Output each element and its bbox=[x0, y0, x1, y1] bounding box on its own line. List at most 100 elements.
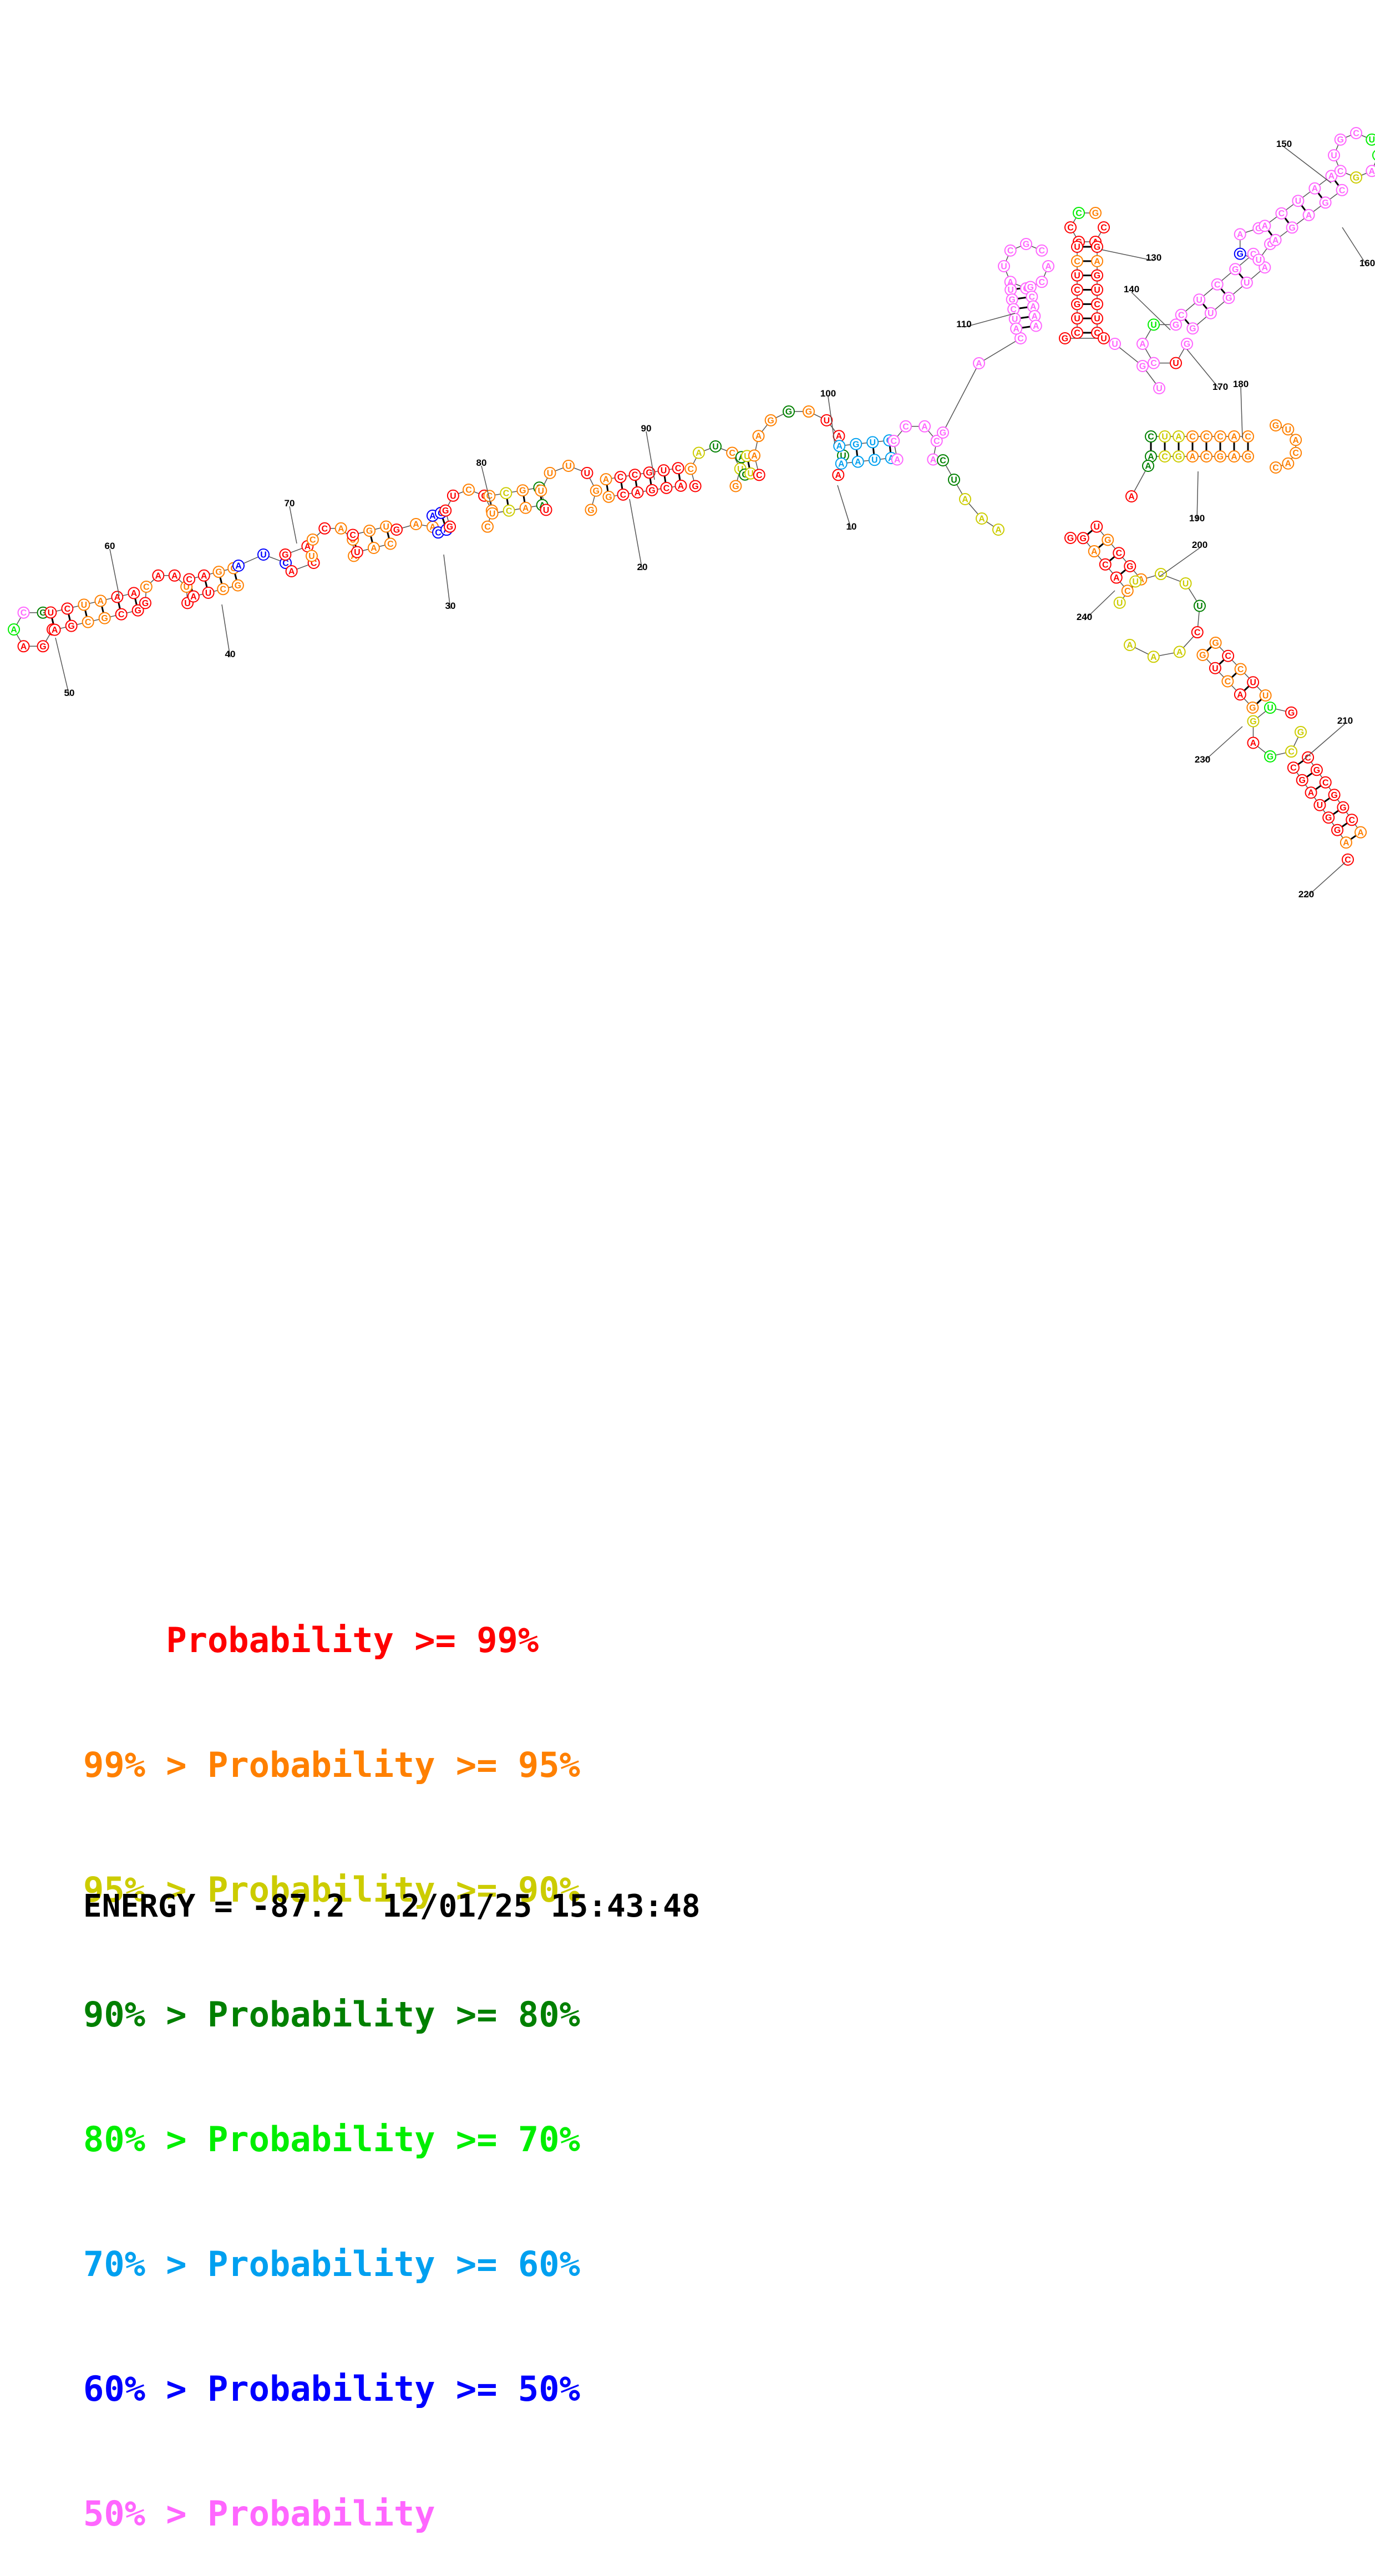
backbone-segment bbox=[189, 568, 234, 579]
nucleotide-letter: A bbox=[1139, 340, 1146, 349]
nucleotide-letter: G bbox=[940, 429, 946, 438]
legend-suffix: >= 50% bbox=[435, 2369, 580, 2409]
nucleotide-letter: G bbox=[605, 492, 612, 502]
footer-info: ENERGY = -87.2 12/01/25 15:43:48 bbox=[83, 1888, 701, 1924]
nucleotide-letter: G bbox=[1313, 766, 1320, 775]
nucleotide-letter: A bbox=[1013, 324, 1019, 334]
nucleotide-letter: A bbox=[1145, 462, 1151, 471]
position-label-100: 100 bbox=[820, 388, 836, 399]
nucleotide-letter: G bbox=[1217, 453, 1224, 462]
position-label-210: 210 bbox=[1337, 715, 1353, 726]
backbone-segment bbox=[839, 440, 889, 446]
nucleotide-letter: U bbox=[712, 443, 719, 452]
nucleotide-letter: G bbox=[1250, 717, 1256, 726]
nucleotide-letter: C bbox=[617, 473, 624, 482]
nucleotide-letter: C bbox=[1124, 587, 1131, 596]
nucleotide-letter: C bbox=[321, 524, 328, 534]
nucleotide-letter: G bbox=[1237, 250, 1244, 259]
nucleotide-letter: A bbox=[1237, 230, 1244, 240]
position-label-60: 60 bbox=[105, 541, 115, 551]
nucleotide-letter: G bbox=[39, 642, 46, 652]
label-leader bbox=[290, 506, 297, 543]
nucleotide-letter: C bbox=[890, 437, 897, 446]
nucleotide-letter: C bbox=[1067, 223, 1074, 233]
nucleotide-letter: U bbox=[260, 551, 267, 560]
nucleotide-letter: C bbox=[1245, 433, 1251, 442]
nucleotide-letter: C bbox=[687, 465, 694, 474]
nucleotide-letter: A bbox=[1231, 433, 1237, 442]
nucleotide-letter: C bbox=[1074, 257, 1080, 266]
nucleotide-letter: C bbox=[1288, 748, 1295, 757]
nucleotide-letter: A bbox=[1128, 492, 1135, 502]
nucleotide-letter: U bbox=[871, 456, 878, 465]
nucleotide-letter: U bbox=[1074, 243, 1080, 252]
nucleotide-letter: C bbox=[118, 610, 125, 619]
nucleotide-letter: U bbox=[1183, 580, 1189, 589]
energy-value: ENERGY = -87.2 bbox=[83, 1888, 345, 1924]
nucleotide-letter: U bbox=[1285, 425, 1292, 435]
nucleotide-letter: C bbox=[1322, 778, 1329, 787]
nucleotide-letter: G bbox=[1184, 340, 1190, 349]
nucleotide-letter: G bbox=[1322, 199, 1328, 208]
legend-prefix: 60% > bbox=[83, 2369, 207, 2409]
nucleotide-letter: A bbox=[962, 495, 968, 505]
nucleotide-letter: C bbox=[933, 437, 940, 446]
position-label-170: 170 bbox=[1212, 382, 1228, 392]
nucleotide-letter: U bbox=[354, 548, 361, 557]
nucleotide-letter: U bbox=[547, 469, 554, 478]
nucleotide-letter: C bbox=[1148, 433, 1154, 442]
position-label-180: 180 bbox=[1233, 379, 1249, 389]
nucleotide-letter: C bbox=[620, 490, 627, 500]
nucleotide-letter: G bbox=[442, 506, 449, 516]
position-label-110: 110 bbox=[956, 319, 971, 329]
nucleotide-letter: A bbox=[1091, 547, 1098, 557]
legend-label: Probability bbox=[207, 2119, 435, 2160]
nucleotide-letter: C bbox=[64, 604, 71, 614]
legend-prefix: 50% > bbox=[83, 2493, 207, 2534]
legend-label: Probability bbox=[207, 1745, 435, 1785]
nucleotide-letter: C bbox=[1225, 652, 1231, 661]
label-leader bbox=[110, 549, 119, 596]
nucleotide-letter: U bbox=[383, 522, 389, 532]
nucleotide-letter: C bbox=[1039, 278, 1046, 287]
nucleotide-letter: C bbox=[1272, 464, 1279, 473]
backbone-segment bbox=[194, 586, 238, 597]
nucleotide-letter: A bbox=[1308, 789, 1315, 798]
nucleotide-letter: A bbox=[1189, 453, 1196, 462]
nucleotide-letter: C bbox=[1115, 549, 1122, 558]
nucleotide-letter: C bbox=[1339, 186, 1346, 195]
nucleotide-letter: C bbox=[1007, 246, 1014, 256]
nucleotide-letter: C bbox=[387, 540, 394, 549]
nucleotide-letter: A bbox=[894, 455, 901, 465]
nucleotide-letter: G bbox=[1023, 240, 1029, 250]
legend-row-p95: 99% > Probability >= 95% bbox=[83, 1744, 580, 1786]
label-leader bbox=[1241, 387, 1242, 438]
legend-suffix: >= 70% bbox=[435, 2119, 580, 2160]
nucleotide-letter: A bbox=[1127, 641, 1133, 651]
legend-label: Probability bbox=[207, 1994, 435, 2035]
nucleotide-letter: G bbox=[587, 506, 594, 515]
legend-row-p60: 70% > Probability >= 60% bbox=[83, 2243, 580, 2285]
nucleotide-letter: C bbox=[1074, 286, 1080, 295]
nucleotide-letter: A bbox=[838, 459, 845, 469]
nucleotide-letter: A bbox=[836, 442, 843, 451]
nucleotide-letter: C bbox=[1214, 280, 1221, 289]
nucleotide-letter: U bbox=[1094, 314, 1100, 324]
legend-prefix: 70% > bbox=[83, 2244, 207, 2284]
nucleotide-letter: U bbox=[1331, 151, 1337, 161]
nucleotide-letter: C bbox=[1074, 329, 1080, 338]
nucleotide-letter: C bbox=[186, 575, 192, 585]
nucleotide-letter: U bbox=[308, 552, 315, 561]
nucleotide-letter: C bbox=[21, 608, 27, 618]
nucleotide-letter: G bbox=[1331, 791, 1337, 800]
nucleotide-letter: C bbox=[1100, 223, 1107, 233]
nucleotide-letter: G bbox=[282, 551, 288, 560]
label-leader bbox=[630, 499, 642, 570]
nucleotide-letter: G bbox=[1189, 324, 1196, 334]
nucleotides: CGAACGAUGCCUGACAGAGCAAUUACUACGGCAUCAGCAU… bbox=[8, 128, 1375, 865]
position-label-70: 70 bbox=[285, 498, 295, 509]
nucleotide-letter: G bbox=[1074, 300, 1080, 309]
legend-label: Probability bbox=[207, 2493, 435, 2534]
nucleotide-letter: C bbox=[902, 422, 909, 431]
